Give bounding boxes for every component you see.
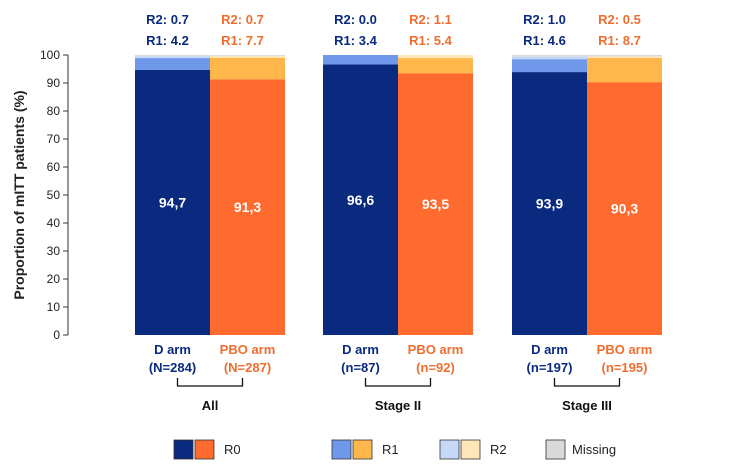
legend-label: R2 (490, 442, 507, 457)
r1-annotation: R1: 7.7 (221, 33, 264, 48)
bar-segment-r2 (135, 56, 210, 59)
bar-value-label: 93,5 (422, 196, 449, 212)
y-axis-title: Proportion of mITT patients (%) (11, 90, 27, 299)
group-label: All (202, 398, 219, 413)
bars: 94,7 R2: 0.7 R1: 4.2 91,3 R2: 0.7 R1: 7.7 96,6… (135, 12, 662, 336)
y-tick-label: 80 (47, 104, 61, 118)
r2-annotation: R2: 0.7 (146, 12, 189, 27)
bar-segment-r0 (135, 69, 210, 335)
r2-annotation: R2: 1.0 (523, 12, 566, 27)
arm-label: D arm (531, 342, 568, 357)
bar-value-label: 90,3 (611, 201, 638, 217)
group-label: Stage III (562, 398, 612, 413)
y-tick-label: 50 (47, 188, 61, 202)
arm-n-label: (N=284) (149, 360, 196, 375)
category-labels: D arm (N=284) PBO arm (N=287) All D arm (n=87)… (149, 342, 652, 413)
y-tick-label: 0 (53, 328, 60, 342)
bar-value-label: 93,9 (536, 196, 563, 212)
r1-annotation: R1: 5.4 (409, 33, 452, 48)
arm-n-label: (n=87) (341, 360, 380, 375)
y-tick-label: 60 (47, 160, 61, 174)
legend-label: R0 (224, 442, 241, 457)
bar-segment-r1 (512, 59, 587, 73)
r2-annotation: R2: 0.7 (221, 12, 264, 27)
y-axis: 0 10 20 30 40 50 60 70 80 90 100 Proportion of mITT… (11, 48, 69, 342)
arm-n-label: (n=92) (416, 360, 455, 375)
arm-label: D arm (154, 342, 191, 357)
bar-segment-r0 (210, 79, 285, 335)
bar-segment-r1 (135, 58, 210, 70)
r1-annotation: R1: 8.7 (598, 33, 641, 48)
r2-annotation: R2: 0.0 (334, 12, 377, 27)
y-tick-label: 70 (47, 132, 61, 146)
legend-label: Missing (572, 442, 616, 457)
bar-segment-r1 (587, 57, 662, 83)
bar-segment-missing (210, 55, 285, 56)
bar-segment-r2 (587, 56, 662, 58)
y-tick-label: 90 (47, 76, 61, 90)
arm-n-label: (n=195) (602, 360, 648, 375)
y-tick-label: 40 (47, 216, 61, 230)
arm-label: D arm (342, 342, 379, 357)
group-bracket (553, 378, 621, 387)
bar-value-label: 96,6 (347, 192, 374, 208)
y-tick-label: 100 (40, 48, 60, 62)
bar-segment-missing (135, 55, 210, 57)
arm-label: PBO arm (408, 342, 464, 357)
legend-swatch-d-r0 (173, 439, 194, 460)
group-bracket (364, 378, 432, 387)
legend-label: R1 (382, 442, 399, 457)
r1-annotation: R1: 4.6 (523, 33, 566, 48)
bar-segment-r0 (398, 73, 473, 335)
y-tick-label: 30 (47, 244, 61, 258)
bar-segment-r1 (210, 57, 285, 80)
arm-n-label: (N=287) (224, 360, 271, 375)
legend-swatch-missing (545, 439, 566, 460)
bar-value-label: 91,3 (234, 199, 261, 215)
y-tick-label: 20 (47, 272, 61, 286)
legend-swatch-d-r2 (439, 439, 460, 460)
arm-label: PBO arm (220, 342, 276, 357)
r1-annotation: R1: 3.4 (334, 33, 377, 48)
bar-value-label: 94,7 (159, 194, 186, 210)
y-tick-label: 10 (47, 300, 61, 314)
arm-label: PBO arm (597, 342, 653, 357)
group-bracket (176, 378, 244, 387)
bar-segment-r1 (398, 58, 473, 74)
legend-swatch-d-r1 (331, 439, 352, 460)
bar-segment-missing (512, 55, 587, 57)
bar-segment-missing (587, 55, 662, 57)
legend: R0 R1 R2 Missing (173, 439, 616, 460)
r2-annotation: R2: 0.5 (598, 12, 641, 27)
r2-annotation: R2: 1.1 (409, 12, 452, 27)
group-label: Stage II (375, 398, 421, 413)
bar-segment-r0 (512, 72, 587, 335)
legend-swatch-pbo-r2 (460, 439, 481, 460)
bar-segment-r0 (587, 82, 662, 335)
legend-swatch-pbo-r0 (194, 439, 215, 460)
bar-segment-r2 (210, 55, 285, 58)
bar-segment-r2 (512, 56, 587, 60)
bar-segment-r2 (398, 55, 473, 59)
arm-n-label: (n=197) (527, 360, 573, 375)
r1-annotation: R1: 4.2 (146, 33, 189, 48)
legend-swatch-pbo-r1 (352, 439, 373, 460)
bar-segment-r0 (323, 64, 398, 336)
bar-segment-r1 (323, 55, 398, 65)
